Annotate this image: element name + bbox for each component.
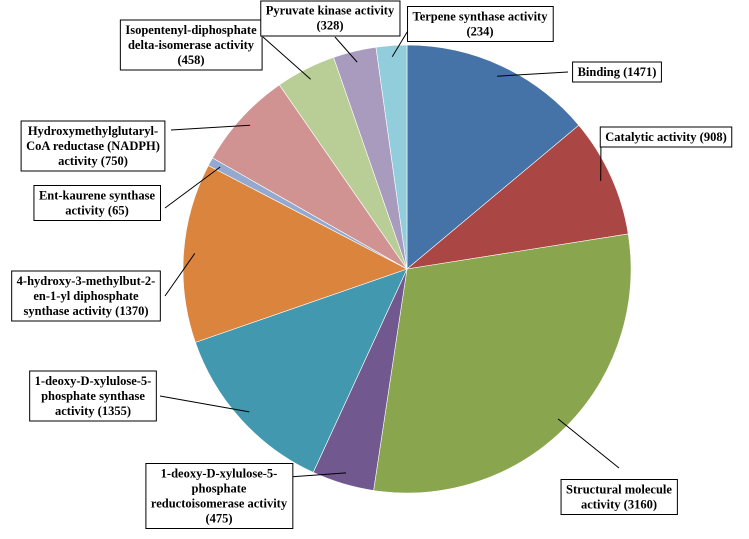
data-label-line: Structural molecule <box>566 483 672 497</box>
slice-structural-molecule-activity <box>373 233 632 494</box>
data-label-text: Ent-kaurene synthase activity (65) <box>39 189 156 218</box>
slice-binding <box>406 44 580 270</box>
leader-line-1-deoxy-d-xylulose-5-phosphate-synthase-activity <box>159 395 250 413</box>
data-label-line: Pyruvate kinase activity <box>266 4 395 18</box>
data-label-text: Catalytic activity (908) <box>605 130 727 144</box>
leader-line-ent-kaurene-synthase-activity <box>164 166 221 209</box>
data-label-binding: Binding (1471) <box>572 61 662 83</box>
leader-line-pyruvate-kinase-activity <box>334 36 358 63</box>
slice-catalytic-activity <box>405 124 629 270</box>
data-label-line: (458) <box>177 53 204 67</box>
data-label-line: en-1-yl diphosphate <box>33 289 139 303</box>
data-label-box <box>145 463 294 529</box>
data-label-line: 1-deoxy-D-xylulose-5- <box>161 467 278 481</box>
leader-line-binding <box>497 71 569 77</box>
slice-hydroxymethylglutaryl-coa-reductase-activity <box>212 84 408 270</box>
leader-line-structural-molecule-activity <box>557 418 620 469</box>
data-label-line: activity (750) <box>58 154 128 168</box>
data-label-box <box>260 0 401 37</box>
data-label-text: 1-deoxy-D-xylulose-5-phosphate synthase a… <box>35 374 152 418</box>
data-label-line: phosphate <box>192 482 247 496</box>
data-label-line: (328) <box>316 19 343 33</box>
data-label-line: activity (3160) <box>581 498 657 512</box>
data-label-line: Terpene synthase activity <box>413 10 549 24</box>
data-label-hydroxymethylglutaryl-coa-reductase-activity: Hydroxymethylglutaryl-CoA reductase (NAD… <box>20 120 166 172</box>
data-label-box <box>33 185 162 221</box>
data-label-box <box>599 126 733 148</box>
data-label-text: Isopentenyl-diphosphate delta-isomerase a… <box>125 23 257 67</box>
data-label-line: 4-hydroxy-3-methylbut-2- <box>17 274 156 288</box>
data-label-line: CoA reductase (NADPH) <box>26 139 160 153</box>
data-label-line: reductoisomerase activity <box>151 497 288 511</box>
labels-layer: Binding (1471) Catalytic activity (908) St… <box>11 0 733 529</box>
data-label-line: 1-deoxy-D-xylulose-5- <box>35 374 152 388</box>
data-label-line: Catalytic activity (908) <box>605 130 727 144</box>
data-label-box <box>20 120 166 172</box>
data-label-line: Ent-kaurene synthase <box>39 189 156 203</box>
data-label-box <box>407 6 554 42</box>
data-label-1-deoxy-d-xylulose-5-phosphate-synthase-activity: 1-deoxy-D-xylulose-5-phosphate synthase a… <box>29 370 157 422</box>
slice-4-hydroxy-3-methylbut-2-en-1-yl-diphosphate-synthase-activity <box>182 165 408 343</box>
slices-layer <box>182 44 632 494</box>
data-label-catalytic-activity: Catalytic activity (908) <box>599 126 733 148</box>
leader-line-isopentenyl-diphosphate-delta-isomerase-activity <box>262 36 311 80</box>
data-label-text: Structural molecule activity (3160) <box>566 483 672 512</box>
data-label-isopentenyl-diphosphate-delta-isomerase-activity: Isopentenyl-diphosphate delta-isomerase a… <box>119 19 263 71</box>
data-label-pyruvate-kinase-activity: Pyruvate kinase activity (328) <box>260 0 401 37</box>
data-label-text: 4-hydroxy-3-methylbut-2-en-1-yl diphosph… <box>17 274 156 318</box>
data-label-line: delta-isomerase activity <box>128 38 255 52</box>
data-label-text: Binding (1471) <box>578 65 657 79</box>
data-label-1-deoxy-d-xylulose-5-phosphate-reductoisomerase-activity: 1-deoxy-D-xylulose-5-phosphate reductoiso… <box>145 463 294 529</box>
data-label-line: (475) <box>205 512 232 526</box>
data-label-line: (234) <box>466 25 493 39</box>
data-label-line: synthase activity (1370) <box>24 304 149 318</box>
data-label-box <box>119 19 263 71</box>
data-label-box <box>11 270 161 322</box>
data-label-text: Pyruvate kinase activity (328) <box>266 4 395 33</box>
data-label-box <box>29 370 157 422</box>
slice-terpene-synthase-activity <box>375 44 408 270</box>
data-label-box <box>572 61 662 83</box>
data-label-line: Isopentenyl-diphosphate <box>125 23 257 37</box>
data-label-line: activity (1355) <box>55 404 131 418</box>
data-label-terpene-synthase-activity: Terpene synthase activity (234) <box>407 6 554 42</box>
data-label-line: activity (65) <box>65 204 129 218</box>
slice-1-deoxy-d-xylulose-5-phosphate-synthase-activity <box>194 268 408 473</box>
data-label-ent-kaurene-synthase-activity: Ent-kaurene synthase activity (65) <box>33 185 162 221</box>
data-label-structural-molecule-activity: Structural molecule activity (3160) <box>560 479 678 515</box>
data-label-line: Binding (1471) <box>578 65 657 79</box>
data-label-4-hydroxy-3-methylbut-2-en-1-yl-diphosphate-synthase-activity: 4-hydroxy-3-methylbut-2-en-1-yl diphosph… <box>11 270 161 322</box>
leader-line-hydroxymethylglutaryl-coa-reductase-activity <box>170 124 251 131</box>
data-label-box <box>560 479 678 515</box>
data-label-line: phosphate synthase <box>41 389 145 403</box>
data-label-text: Hydroxymethylglutaryl-CoA reductase (NAD… <box>26 124 160 168</box>
data-label-line: Hydroxymethylglutaryl- <box>28 124 158 138</box>
data-label-text: Terpene synthase activity (234) <box>413 10 549 39</box>
data-label-text: 1-deoxy-D-xylulose-5-phosphate reductoiso… <box>151 467 288 526</box>
leader-line-4-hydroxy-3-methylbut-2-en-1-yl-diphosphate-synthase-activity <box>164 253 196 297</box>
